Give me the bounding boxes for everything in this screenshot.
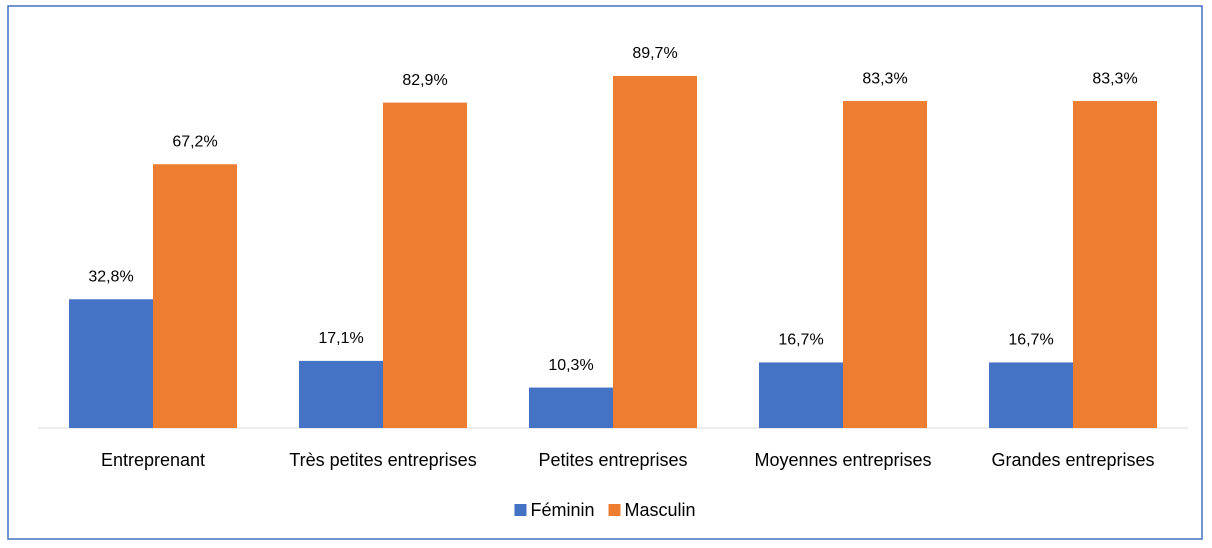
- data-label: 16,7%: [778, 332, 823, 349]
- legend-label: Féminin: [530, 500, 594, 520]
- x-tick-label: Petites entreprises: [538, 450, 687, 470]
- x-tick-label: Grandes entreprises: [991, 450, 1154, 470]
- x-tick-label: Entreprenant: [101, 450, 205, 470]
- legend-swatch: [514, 504, 527, 516]
- bar: [1073, 101, 1157, 429]
- data-label: 32,8%: [88, 268, 133, 285]
- bar: [759, 362, 843, 428]
- bar: [299, 360, 383, 428]
- bar: [153, 164, 237, 429]
- data-label: 89,7%: [632, 45, 677, 62]
- data-label: 83,3%: [1092, 70, 1137, 87]
- data-label: 82,9%: [402, 72, 447, 89]
- data-label: 10,3%: [548, 357, 593, 374]
- bar: [989, 362, 1073, 428]
- bar: [613, 75, 697, 429]
- data-label: 16,7%: [1008, 332, 1053, 349]
- legend-swatch: [608, 504, 621, 516]
- bar: [383, 102, 467, 429]
- bar: [69, 299, 153, 428]
- x-tick-label: Très petites entreprises: [289, 450, 476, 470]
- legend-label: Masculin: [625, 500, 696, 520]
- bar: [843, 101, 927, 429]
- data-label: 17,1%: [318, 330, 363, 347]
- bar: [529, 387, 613, 428]
- x-tick-label: Moyennes entreprises: [754, 450, 931, 470]
- legend: Féminin Masculin: [514, 500, 696, 520]
- data-label: 83,3%: [862, 70, 907, 87]
- data-label: 67,2%: [172, 133, 217, 150]
